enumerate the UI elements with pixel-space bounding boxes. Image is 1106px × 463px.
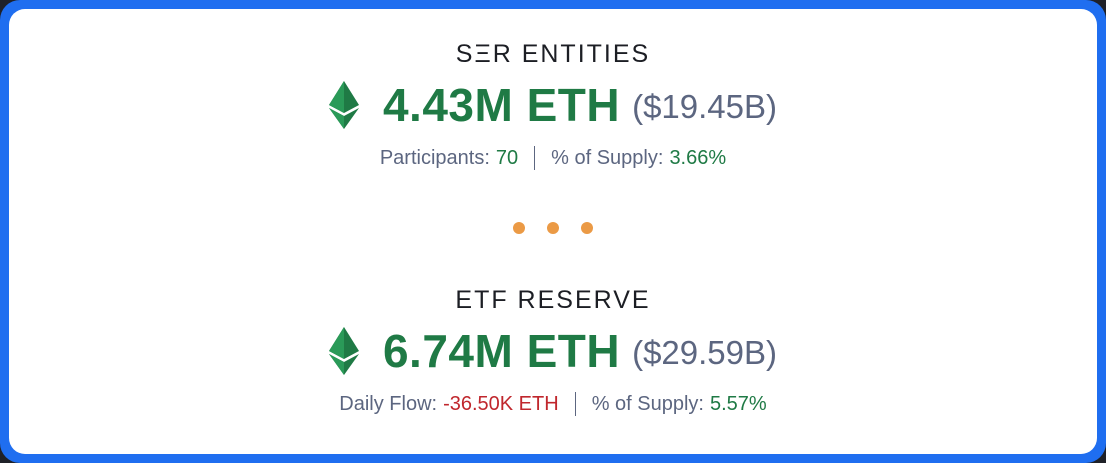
ethereum-icon	[328, 81, 359, 129]
amount-row: 4.43M ETH ($19.45B)	[328, 75, 778, 135]
section-label: SΞR ENTITIES	[455, 40, 651, 68]
dot	[581, 222, 593, 234]
stats-separator	[534, 146, 536, 170]
reserve-card: SΞR ENTITIES 4.43M ETH ($19.45B) Partici…	[9, 9, 1097, 454]
participants-value: 70	[495, 146, 519, 169]
ellipsis-dots	[9, 222, 1097, 234]
dot	[513, 222, 525, 234]
stats-separator	[574, 392, 576, 416]
usd-value: ($19.45B)	[632, 88, 778, 125]
supply-label: % of Supply:	[591, 392, 704, 415]
supply-value: 5.57%	[709, 392, 767, 415]
daily-flow-label: Daily Flow:	[339, 392, 438, 415]
ethereum-icon	[328, 327, 359, 375]
daily-flow-value: -36.50K ETH	[443, 392, 559, 415]
amount-row: 6.74M ETH ($29.59B)	[328, 321, 778, 381]
eth-amount: 6.74M ETH	[382, 325, 621, 377]
ser-entities-section: SΞR ENTITIES 4.43M ETH ($19.45B) Partici…	[9, 39, 1097, 173]
etf-reserve-section: ETF RESERVE 6.74M ETH ($29.59B) Daily Fl…	[9, 285, 1097, 419]
supply-value: 3.66%	[669, 146, 727, 169]
usd-value: ($29.59B)	[632, 334, 778, 371]
section-label: ETF RESERVE	[455, 286, 651, 314]
supply-label: % of Supply:	[551, 146, 664, 169]
participants-label: Participants:	[379, 146, 490, 169]
eth-amount: 4.43M ETH	[382, 79, 621, 131]
dot	[547, 222, 559, 234]
stats-row: Participants: 70 % of Supply: 3.66%	[380, 143, 726, 173]
stats-row: Daily Flow: -36.50K ETH % of Supply: 5.5…	[339, 389, 767, 419]
